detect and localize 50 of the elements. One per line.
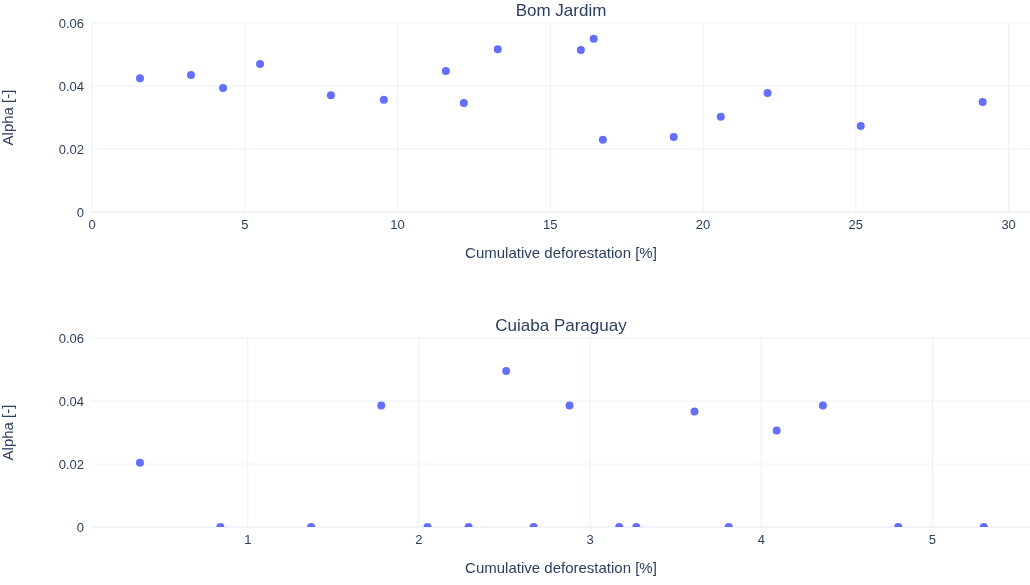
- x-tick-label: 10: [390, 217, 405, 233]
- point: [589, 34, 598, 43]
- point: [716, 112, 725, 121]
- point: [377, 401, 386, 410]
- point: [135, 74, 144, 83]
- x-tick-label: 15: [543, 217, 558, 233]
- y-tick-label: 0: [76, 204, 84, 220]
- y-tick-label: 0: [76, 519, 84, 535]
- x-tick-label: 2: [415, 532, 423, 548]
- x-tick-label: 25: [848, 217, 864, 233]
- y-tick-label: 0.04: [58, 78, 84, 94]
- point: [135, 458, 144, 467]
- point: [493, 45, 502, 54]
- point: [978, 98, 987, 107]
- y-tick-label: 0.06: [58, 15, 84, 31]
- point: [690, 407, 699, 416]
- point: [459, 99, 468, 108]
- y-axis-title: Alpha [-]: [0, 89, 17, 146]
- point: [565, 401, 574, 410]
- point: [186, 70, 195, 79]
- point: [379, 95, 388, 104]
- y-axis-title: Alpha [-]: [0, 404, 17, 461]
- x-tick-label: 30: [1001, 217, 1016, 233]
- x-tick-label: 20: [695, 217, 711, 233]
- x-axis-title: Cumulative deforestation [%]: [464, 244, 658, 261]
- point: [326, 91, 335, 100]
- chart-title: Cuiaba Paraguay: [494, 315, 628, 337]
- point: [219, 83, 228, 92]
- point: [856, 122, 865, 131]
- y-tick-label: 0.06: [58, 330, 84, 346]
- x-tick-label: 1: [244, 532, 252, 548]
- x-axis-title: Cumulative deforestation [%]: [464, 559, 658, 576]
- point: [598, 135, 607, 144]
- y-tick-label: 0.04: [58, 393, 84, 409]
- point: [772, 426, 781, 435]
- y-tick-label: 0.02: [58, 141, 84, 157]
- x-tick-label: 5: [928, 532, 937, 548]
- x-tick-label: 5: [241, 217, 249, 233]
- chart-title: Bom Jardim: [514, 0, 608, 22]
- y-tick-label: 0.02: [58, 456, 84, 472]
- x-tick-label: 0: [88, 217, 96, 233]
- point: [256, 59, 265, 68]
- x-tick-label: 3: [586, 532, 594, 548]
- point: [763, 88, 772, 97]
- point: [441, 66, 450, 75]
- point: [502, 367, 511, 376]
- point: [576, 46, 585, 55]
- point: [818, 401, 827, 410]
- x-tick-label: 4: [757, 532, 765, 548]
- point: [669, 133, 678, 142]
